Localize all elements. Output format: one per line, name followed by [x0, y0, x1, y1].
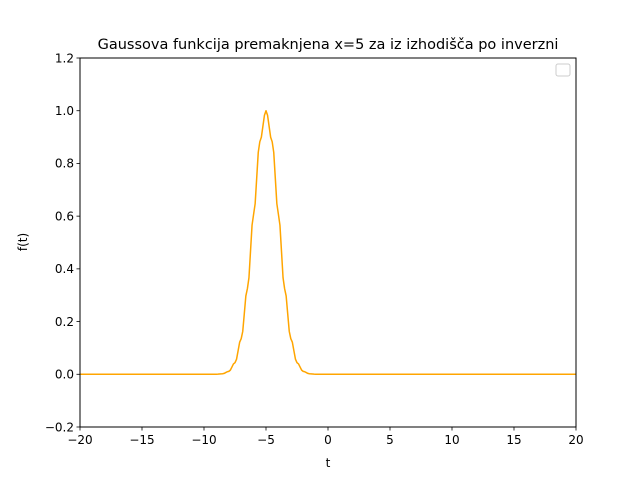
y-tick-label: 0.8 — [55, 157, 74, 171]
x-tick-label: 15 — [506, 433, 521, 447]
y-axis: −0.2 0.0 0.2 0.4 0.6 0.8 1.0 1.2 — [45, 51, 80, 434]
y-tick-label: 1.2 — [55, 51, 74, 65]
plot-frame — [79, 57, 577, 428]
y-axis-label: f(t) — [16, 233, 30, 251]
legend-box — [555, 63, 571, 77]
x-tick-label: 20 — [568, 433, 583, 447]
y-tick-label: 0.6 — [55, 209, 74, 223]
x-tick-label: −15 — [129, 433, 154, 447]
y-tick-label: −0.2 — [45, 420, 74, 434]
x-tick-label: 0 — [324, 433, 332, 447]
series-line-0 — [80, 109, 576, 376]
y-tick-label: 0.2 — [55, 315, 74, 329]
y-tick-label: 1.0 — [55, 104, 74, 118]
chart-title: Gaussova funkcija premaknjena x=5 za iz … — [98, 37, 559, 53]
x-tick-label: 10 — [444, 433, 459, 447]
x-tick-label: −5 — [257, 433, 275, 447]
plot-area — [80, 109, 576, 376]
y-tick-label: 0.0 — [55, 368, 74, 382]
y-tick-label: 0.4 — [55, 262, 74, 276]
x-tick-label: 5 — [386, 433, 394, 447]
x-tick-label: −20 — [67, 433, 92, 447]
x-axis-label: t — [326, 456, 331, 470]
x-tick-label: −10 — [191, 433, 216, 447]
x-axis: −20 −15 −10 −5 0 5 10 15 20 — [67, 427, 584, 447]
